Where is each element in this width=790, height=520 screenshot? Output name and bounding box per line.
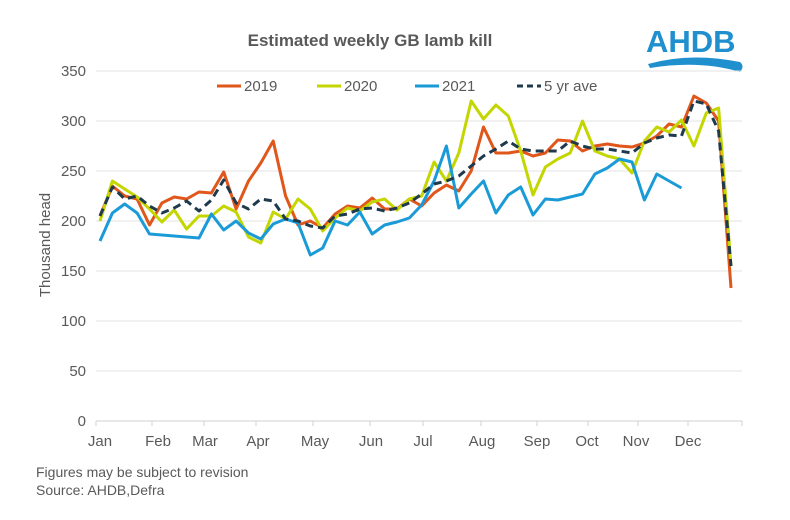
legend: 2019 2020 2021 5 yr ave [217, 78, 597, 95]
x-tick-label: Aug [469, 433, 496, 450]
y-tick-label: 50 [69, 363, 86, 380]
y-tick-label: 300 [61, 113, 86, 130]
y-axis-label: Thousand head [37, 193, 54, 297]
revision-note: Figures may be subject to revision [36, 464, 249, 480]
x-tick-label: May [301, 433, 330, 450]
y-tick-label: 150 [61, 263, 86, 280]
gridlines [96, 70, 742, 372]
series-line-2019 [98, 94, 733, 289]
y-tick-label: 0 [78, 413, 86, 430]
ahdb-logo: AHDB [646, 24, 743, 72]
logo-text: AHDB [646, 24, 736, 59]
y-axis-ticks: 0 50 100 150 200 250 300 350 [61, 63, 86, 430]
legend-label: 2020 [344, 78, 377, 95]
x-axis-ticks: Jan Feb Mar Apr May Jun Jul Aug Sep Oct Nov Dec [88, 421, 743, 450]
y-tick-label: 200 [61, 213, 86, 230]
logo-wave-icon [648, 57, 743, 72]
x-tick-label: Jan [88, 433, 112, 450]
series-line-2020 [98, 99, 733, 267]
y-tick-label: 250 [61, 163, 86, 180]
legend-label: 2021 [442, 78, 475, 95]
x-tick-label: Apr [246, 433, 269, 450]
x-tick-label: Mar [192, 433, 218, 450]
x-tick-label: Feb [145, 433, 171, 450]
legend-label: 5 yr ave [544, 78, 597, 95]
x-tick-label: Dec [675, 433, 702, 450]
chart-title: Estimated weekly GB lamb kill [248, 31, 493, 50]
y-tick-label: 350 [61, 63, 86, 80]
x-tick-label: Jul [413, 433, 432, 450]
source-note: Source: AHDB,Defra [36, 482, 165, 498]
series-line-2021 [98, 144, 683, 257]
series-line-5-yr-ave [98, 99, 733, 267]
x-tick-label: Oct [575, 433, 599, 450]
x-tick-label: Jun [359, 433, 383, 450]
series-lines [98, 94, 733, 289]
legend-label: 2019 [244, 78, 277, 95]
x-tick-label: Sep [524, 433, 551, 450]
y-tick-label: 100 [61, 313, 86, 330]
x-tick-label: Nov [623, 433, 650, 450]
